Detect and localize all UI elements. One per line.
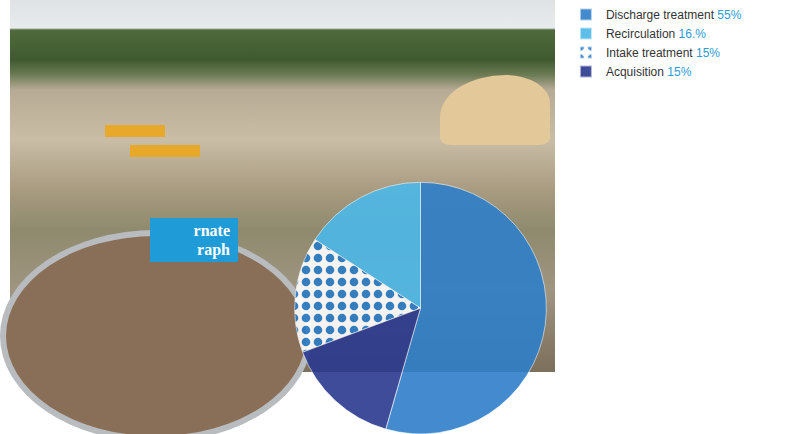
svg-text:Acquisition 15%: Acquisition 15%	[606, 65, 692, 79]
svg-text:Recirculation 16.%: Recirculation 16.%	[606, 27, 706, 41]
html-text:raph: raph	[197, 241, 230, 258]
html-text:rnate: rnate	[193, 222, 230, 239]
svg-text:Discharge treatment 55%: Discharge treatment 55%	[606, 8, 742, 22]
svg-text:Intake treatment 15%: Intake treatment 15%	[606, 46, 720, 60]
